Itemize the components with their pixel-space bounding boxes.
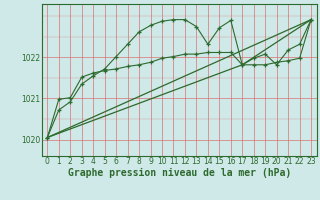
X-axis label: Graphe pression niveau de la mer (hPa): Graphe pression niveau de la mer (hPa): [68, 168, 291, 178]
